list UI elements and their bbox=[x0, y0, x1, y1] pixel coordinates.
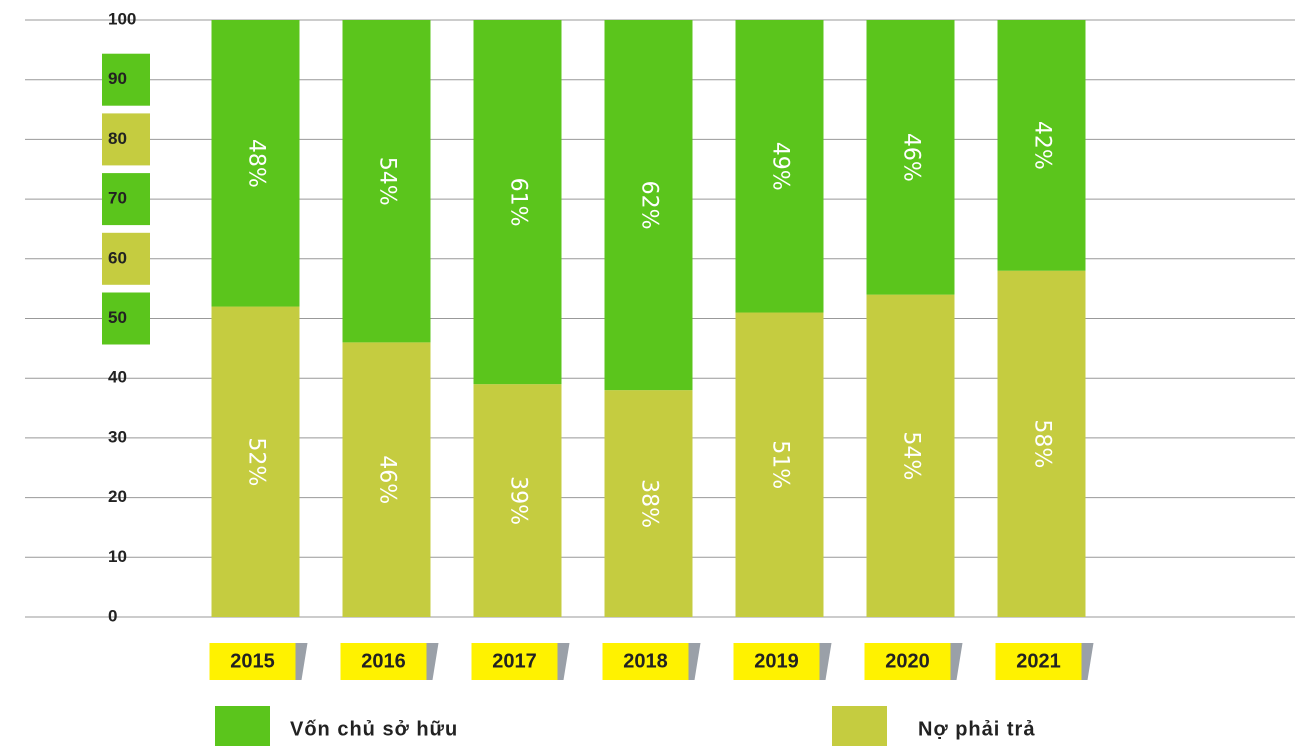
category-box bbox=[602, 643, 689, 680]
bar-segment bbox=[866, 294, 955, 617]
value-label: 46% bbox=[899, 133, 924, 182]
x-tick-label: 2021 bbox=[1016, 650, 1061, 672]
tick-badge bbox=[102, 173, 150, 226]
category-box bbox=[733, 643, 820, 680]
tick-badge bbox=[102, 113, 150, 166]
legend-swatch bbox=[215, 706, 270, 746]
legend-label: Nợ phải trả bbox=[918, 718, 1035, 740]
x-tick-label: 2017 bbox=[492, 650, 537, 672]
bar-segment bbox=[997, 20, 1086, 271]
value-label: 54% bbox=[899, 431, 924, 480]
tick-badge bbox=[102, 232, 150, 285]
y-tick-label: 20 bbox=[108, 487, 127, 506]
category-box bbox=[995, 643, 1082, 680]
value-label: 38% bbox=[637, 479, 662, 528]
bar-segment bbox=[866, 20, 955, 295]
y-tick-label: 40 bbox=[108, 368, 127, 387]
category-box bbox=[864, 643, 951, 680]
bar-segment bbox=[997, 270, 1086, 617]
value-label: 62% bbox=[637, 181, 662, 230]
x-tick-label: 2015 bbox=[230, 650, 275, 672]
y-tick-label: 50 bbox=[108, 308, 127, 327]
tick-badge bbox=[102, 292, 150, 345]
value-label: 51% bbox=[768, 440, 793, 489]
x-tick-label: 2018 bbox=[623, 650, 668, 672]
value-label: 52% bbox=[244, 437, 269, 486]
x-tick-label: 2020 bbox=[885, 650, 930, 672]
category-box bbox=[471, 643, 558, 680]
value-label: 39% bbox=[506, 476, 531, 525]
tick-badge bbox=[102, 53, 150, 106]
bar-segment bbox=[211, 20, 300, 307]
value-label: 46% bbox=[375, 455, 400, 504]
value-label: 58% bbox=[1030, 419, 1055, 468]
category-box bbox=[209, 643, 296, 680]
y-tick-label: 0 bbox=[108, 606, 117, 625]
category-box bbox=[340, 643, 427, 680]
bar-segment bbox=[604, 390, 693, 617]
y-tick-label: 30 bbox=[108, 427, 127, 446]
value-label: 49% bbox=[768, 142, 793, 191]
y-tick-label: 90 bbox=[108, 69, 127, 88]
value-label: 54% bbox=[375, 157, 400, 206]
y-tick-label: 10 bbox=[108, 547, 127, 566]
bar-segment bbox=[342, 20, 431, 343]
bar-segment bbox=[342, 342, 431, 617]
legend-swatch bbox=[832, 706, 887, 746]
y-tick-label: 80 bbox=[108, 129, 127, 148]
bar-segment bbox=[211, 306, 300, 617]
x-tick-label: 2016 bbox=[361, 650, 406, 672]
bar-segment bbox=[735, 20, 824, 313]
x-tick-label: 2019 bbox=[754, 650, 799, 672]
y-tick-label: 60 bbox=[108, 248, 127, 267]
value-label: 42% bbox=[1030, 121, 1055, 170]
y-tick-label: 70 bbox=[108, 189, 127, 208]
value-label: 48% bbox=[244, 139, 269, 188]
value-label: 61% bbox=[506, 178, 531, 227]
legend-label: Vốn chủ sở hữu bbox=[290, 718, 458, 740]
bar-segment bbox=[735, 312, 824, 617]
y-tick-label: 100 bbox=[108, 9, 136, 28]
bar-segment bbox=[473, 384, 562, 617]
bar-segment bbox=[604, 20, 693, 391]
bar-segment bbox=[473, 20, 562, 385]
